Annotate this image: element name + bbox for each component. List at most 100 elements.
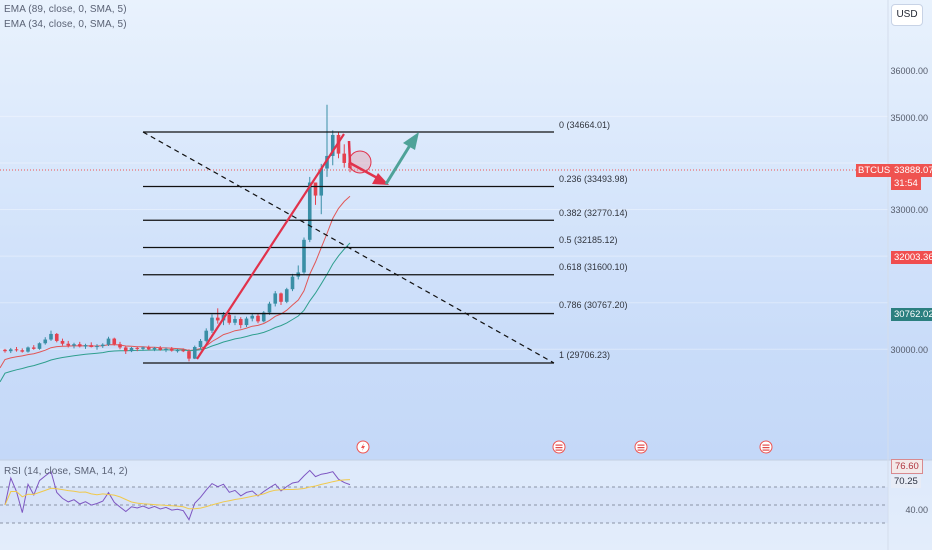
candle-body — [267, 303, 272, 313]
flag-stripe — [555, 449, 563, 451]
candle-body — [256, 315, 260, 322]
candle-body — [129, 347, 134, 352]
candle-body — [123, 347, 128, 352]
candle-body — [49, 333, 53, 340]
candle-body — [342, 153, 347, 163]
rsi-ma-line[interactable] — [4, 479, 351, 510]
countdown-badge: 31:54 — [891, 177, 921, 190]
candle-body — [100, 344, 105, 347]
candle-body — [141, 347, 145, 349]
fib-label-0-5: 0.5 (32185.12) — [559, 235, 618, 245]
candle-body — [66, 343, 71, 346]
candle-body — [158, 347, 163, 350]
drawings — [196, 132, 419, 360]
candle-body — [54, 333, 59, 341]
candle-body — [43, 339, 48, 344]
fib-label-0-786: 0.786 (30767.20) — [559, 300, 628, 310]
legend-ema-89[interactable]: EMA (89, close, 0, SMA, 5) — [4, 4, 127, 15]
candle-body — [313, 182, 318, 196]
candle-body — [169, 348, 174, 351]
candle-body — [210, 317, 214, 331]
candle-body — [112, 338, 117, 345]
event-markers — [356, 440, 773, 454]
price-tick: 35000.00 — [890, 113, 928, 123]
candle-body — [77, 344, 82, 347]
candle-body — [244, 318, 249, 326]
candle-body — [3, 349, 7, 352]
price-tick: 33000.00 — [890, 205, 928, 215]
candle-body — [83, 345, 88, 347]
currency-button[interactable]: USD — [891, 4, 923, 26]
candle-body — [31, 347, 36, 349]
ema-fast-line[interactable] — [0, 195, 351, 369]
candle-body — [325, 155, 329, 169]
rsi-tick: 40.00 — [905, 505, 928, 515]
candle-body — [95, 346, 99, 348]
flag-stripe — [762, 447, 770, 449]
ema-slow-badge: 30762.02 — [891, 308, 932, 321]
arrow-green-shaft[interactable] — [384, 141, 414, 185]
rsi-indicator — [0, 469, 888, 524]
candle-body — [233, 319, 237, 323]
candle-body — [279, 293, 283, 302]
legend-rsi[interactable]: RSI (14, close, SMA, 14, 2) — [4, 466, 128, 477]
legend-ema-34[interactable]: EMA (34, close, 0, SMA, 5) — [4, 19, 127, 30]
ema-slow-line[interactable] — [0, 242, 351, 383]
ema-lines — [0, 195, 351, 383]
candle-body — [175, 350, 180, 352]
main-pane-background — [0, 0, 932, 460]
arrow-green-head — [403, 132, 419, 150]
candle-body — [20, 350, 25, 352]
last-price-badge: 33888.07 — [891, 164, 932, 177]
candle-body — [118, 344, 122, 348]
flag-stripe — [637, 444, 645, 446]
candle-body — [227, 314, 232, 323]
candle-body — [187, 351, 191, 359]
candle-body — [8, 349, 13, 352]
candle-body — [72, 344, 76, 346]
fib-label-1: 1 (29706.23) — [559, 350, 611, 360]
price-tick: 36000.00 — [890, 66, 928, 76]
candle-body — [330, 134, 335, 156]
candle-body — [198, 340, 203, 347]
candles — [3, 104, 352, 362]
candle-body — [302, 239, 306, 273]
candle-body — [37, 343, 42, 349]
flag-stripe — [555, 447, 563, 449]
rsi-value-badge: 76.60 — [891, 459, 923, 474]
flag-stripe — [762, 449, 770, 451]
candle-body — [181, 350, 186, 352]
symbol-price-tag: BTCUSD — [856, 164, 900, 177]
candle-body — [284, 289, 289, 302]
candle-body — [273, 293, 278, 304]
flag-stripe — [762, 444, 770, 446]
fib-label-0: 0 (34664.01) — [559, 120, 611, 130]
candle-body — [152, 347, 157, 350]
candle-body — [26, 347, 30, 352]
candle-body — [60, 340, 65, 344]
grid-lines — [0, 115, 888, 350]
candle-body — [238, 319, 243, 326]
candle-body — [89, 345, 94, 347]
flag-stripe — [555, 444, 563, 446]
candle-body — [215, 317, 220, 321]
candle-body — [164, 348, 168, 350]
rsi-line[interactable] — [4, 469, 351, 521]
candle-body — [106, 338, 111, 345]
candle-body — [14, 349, 19, 351]
candle-body — [319, 168, 324, 196]
fib-label-0-236: 0.236 (33493.98) — [559, 174, 628, 184]
candle-body — [146, 347, 151, 350]
impulse-line[interactable] — [196, 133, 345, 360]
arrow-red-segment[interactable] — [347, 140, 352, 164]
fib-label-0-618: 0.618 (31600.10) — [559, 262, 628, 272]
candle-body — [290, 276, 295, 290]
fib-trend-line[interactable] — [142, 131, 555, 364]
candle-body — [261, 312, 266, 322]
candle-body — [135, 347, 140, 349]
arrow-red-head — [372, 173, 389, 185]
ema-fast-badge: 32003.36 — [891, 251, 932, 264]
lightning-glyph — [361, 443, 365, 451]
